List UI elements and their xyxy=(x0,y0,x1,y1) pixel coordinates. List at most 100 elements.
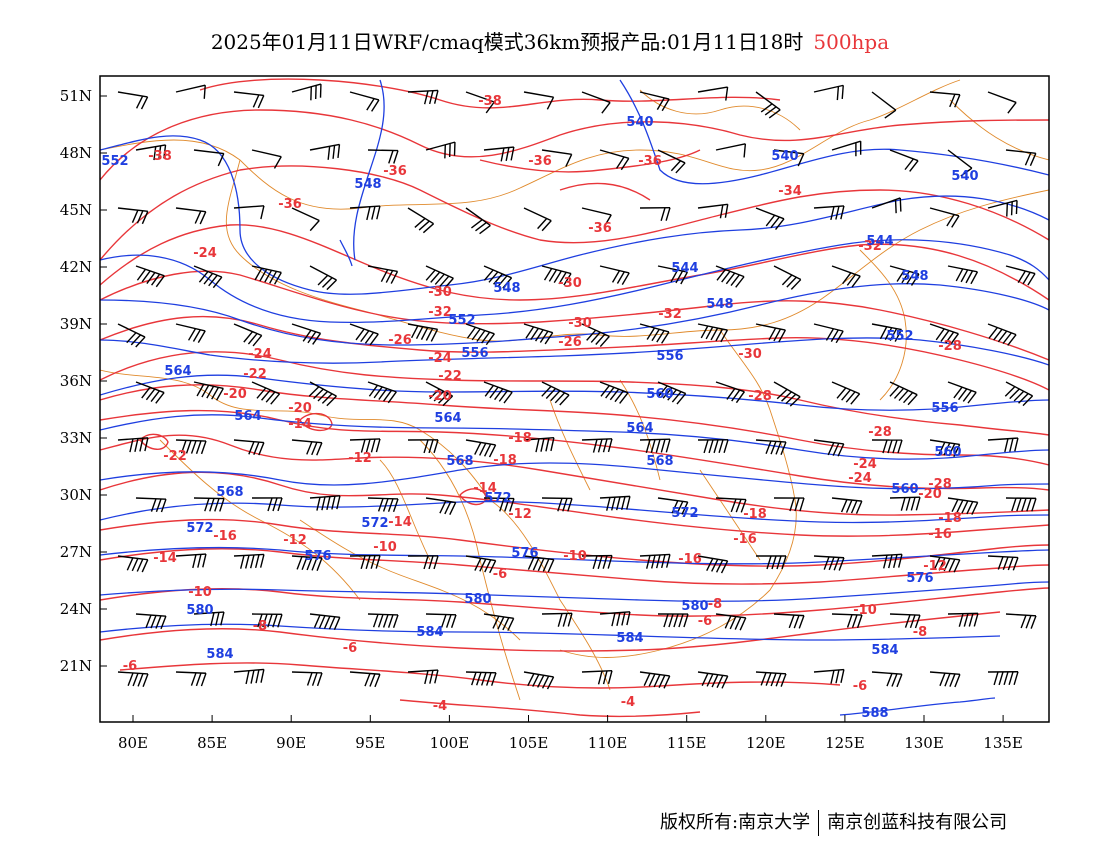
lon-label: 115E xyxy=(667,734,707,752)
wind-barb xyxy=(871,553,903,569)
wind-barb xyxy=(291,207,320,232)
lon-label: 135E xyxy=(983,734,1023,752)
wind-barb xyxy=(541,149,573,167)
wind-barb xyxy=(407,207,435,234)
wind-barb xyxy=(233,439,265,456)
geopotential-contour-label: 584 xyxy=(206,647,233,662)
copyright-footer: 版权所有:南京大学 南京创蓝科技有限公司 xyxy=(660,808,1007,836)
wind-barb xyxy=(349,671,381,688)
wind-barb xyxy=(889,265,920,286)
wind-barb xyxy=(367,265,399,284)
temperature-contour-label: -32 xyxy=(858,239,882,254)
wind-barb xyxy=(581,669,613,685)
temperature-contour-label: -12 xyxy=(923,559,947,574)
temperature-contour-label: -28 xyxy=(868,425,892,440)
temperature-contour-label: -4 xyxy=(433,699,447,714)
wind-barb xyxy=(697,323,729,343)
geopotential-contour-label: 560 xyxy=(934,445,961,460)
footer-right: 南京创蓝科技有限公司 xyxy=(827,812,1008,833)
wind-barb xyxy=(175,671,207,687)
temperature-contour-label: -18 xyxy=(938,511,962,526)
wind-barb xyxy=(639,671,671,689)
geopotential-contour-label: 552 xyxy=(101,154,128,169)
wind-barb xyxy=(773,613,805,629)
wind-barb xyxy=(987,555,1019,571)
wind-barb xyxy=(135,381,165,404)
temperature-contour-label: -22 xyxy=(243,367,267,382)
wind-barb xyxy=(871,197,902,214)
wind-barb xyxy=(291,323,322,345)
wind-barb xyxy=(425,141,456,159)
latitude-axis: 51N 48N 45N 42N 39N 36N 33N 30N 27N 24N 21N xyxy=(60,87,107,675)
wind-barb xyxy=(947,612,979,627)
plot-area: -38 -38 -36 -36 -36 -36 -36 -34 -24 -30 -30 -32 -32 -… xyxy=(100,78,1049,721)
temperature-contour-label: -24 xyxy=(193,246,217,261)
temperature-contour-label: -32 xyxy=(658,307,682,322)
wind-barb xyxy=(308,381,337,407)
temperature-contour-label: -36 xyxy=(528,154,552,169)
lat-label: 36N xyxy=(60,372,92,390)
temperature-contour-label: -24 xyxy=(853,457,877,472)
wind-barb xyxy=(831,497,863,514)
wind-barb xyxy=(697,86,729,101)
temperature-contour-label: -8 xyxy=(913,625,927,640)
wind-barb xyxy=(987,199,1018,217)
temperature-contour-label: -28 xyxy=(748,389,772,404)
geopotential-contour-label: 572 xyxy=(186,521,213,536)
lat-label: 33N xyxy=(60,429,92,447)
title-main: 2025年01月11日WRF/cmaq模式36km预报产品:01月11日18时 xyxy=(210,30,804,54)
wind-barb xyxy=(193,611,225,627)
wind-barb xyxy=(135,497,167,513)
wind-barb xyxy=(233,323,263,347)
map-title: 2025年01月11日WRF/cmaq模式36km预报产品:01月11日18时 5… xyxy=(0,26,1100,55)
wind-barb xyxy=(947,265,979,285)
wind-barb xyxy=(425,613,457,628)
temperature-contour-label: -14 xyxy=(388,515,412,530)
geopotential-contour-label: 568 xyxy=(216,485,243,500)
wind-barb xyxy=(349,91,380,112)
wind-barb xyxy=(291,671,323,687)
wind-barb xyxy=(871,671,903,688)
wind-barb xyxy=(407,89,439,105)
wind-barb xyxy=(407,669,439,685)
wind-barb xyxy=(291,83,322,101)
temperature-contour-label: -16 xyxy=(678,552,702,567)
temperature-contour-label: -24 xyxy=(848,471,872,486)
geopotential-contour-label: 552 xyxy=(448,313,475,328)
wind-barb xyxy=(291,439,323,456)
geopotential-contour-label: 540 xyxy=(951,169,978,184)
title-level: 500hpa xyxy=(813,30,890,54)
wind-barb xyxy=(523,207,552,232)
wind-barb xyxy=(773,265,802,290)
temperature-contour-label: -18 xyxy=(743,507,767,522)
wind-barb xyxy=(715,265,745,288)
temperature-contour-label: -20 xyxy=(918,487,942,502)
wind-barb xyxy=(465,91,495,114)
wind-barb xyxy=(251,613,283,628)
lon-label: 120E xyxy=(746,734,786,752)
boundary-lines xyxy=(100,79,1049,701)
wind-barb xyxy=(425,265,454,289)
wind-barb xyxy=(929,323,959,346)
wind-barb xyxy=(871,439,903,454)
temperature-contour-label: -12 xyxy=(283,533,307,548)
wind-barb xyxy=(697,671,729,689)
geopotential-contour-label: 556 xyxy=(461,346,488,361)
wind-barb xyxy=(1005,497,1037,512)
wind-barb xyxy=(657,497,689,515)
wind-barb xyxy=(813,555,845,571)
lon-label: 125E xyxy=(825,734,865,752)
temperature-contours xyxy=(100,78,1049,718)
wind-barb xyxy=(251,381,281,405)
wind-barb xyxy=(483,146,515,162)
wind-barbs xyxy=(117,83,1037,690)
wind-barb xyxy=(813,668,845,684)
wind-barb xyxy=(175,439,207,455)
temperature-contour-label: -30 xyxy=(738,347,762,362)
wind-barb xyxy=(541,612,573,627)
wind-barb xyxy=(755,323,786,343)
geopotential-contour-label: 560 xyxy=(646,387,673,402)
wind-barb xyxy=(697,439,729,454)
lat-label: 27N xyxy=(60,543,92,561)
